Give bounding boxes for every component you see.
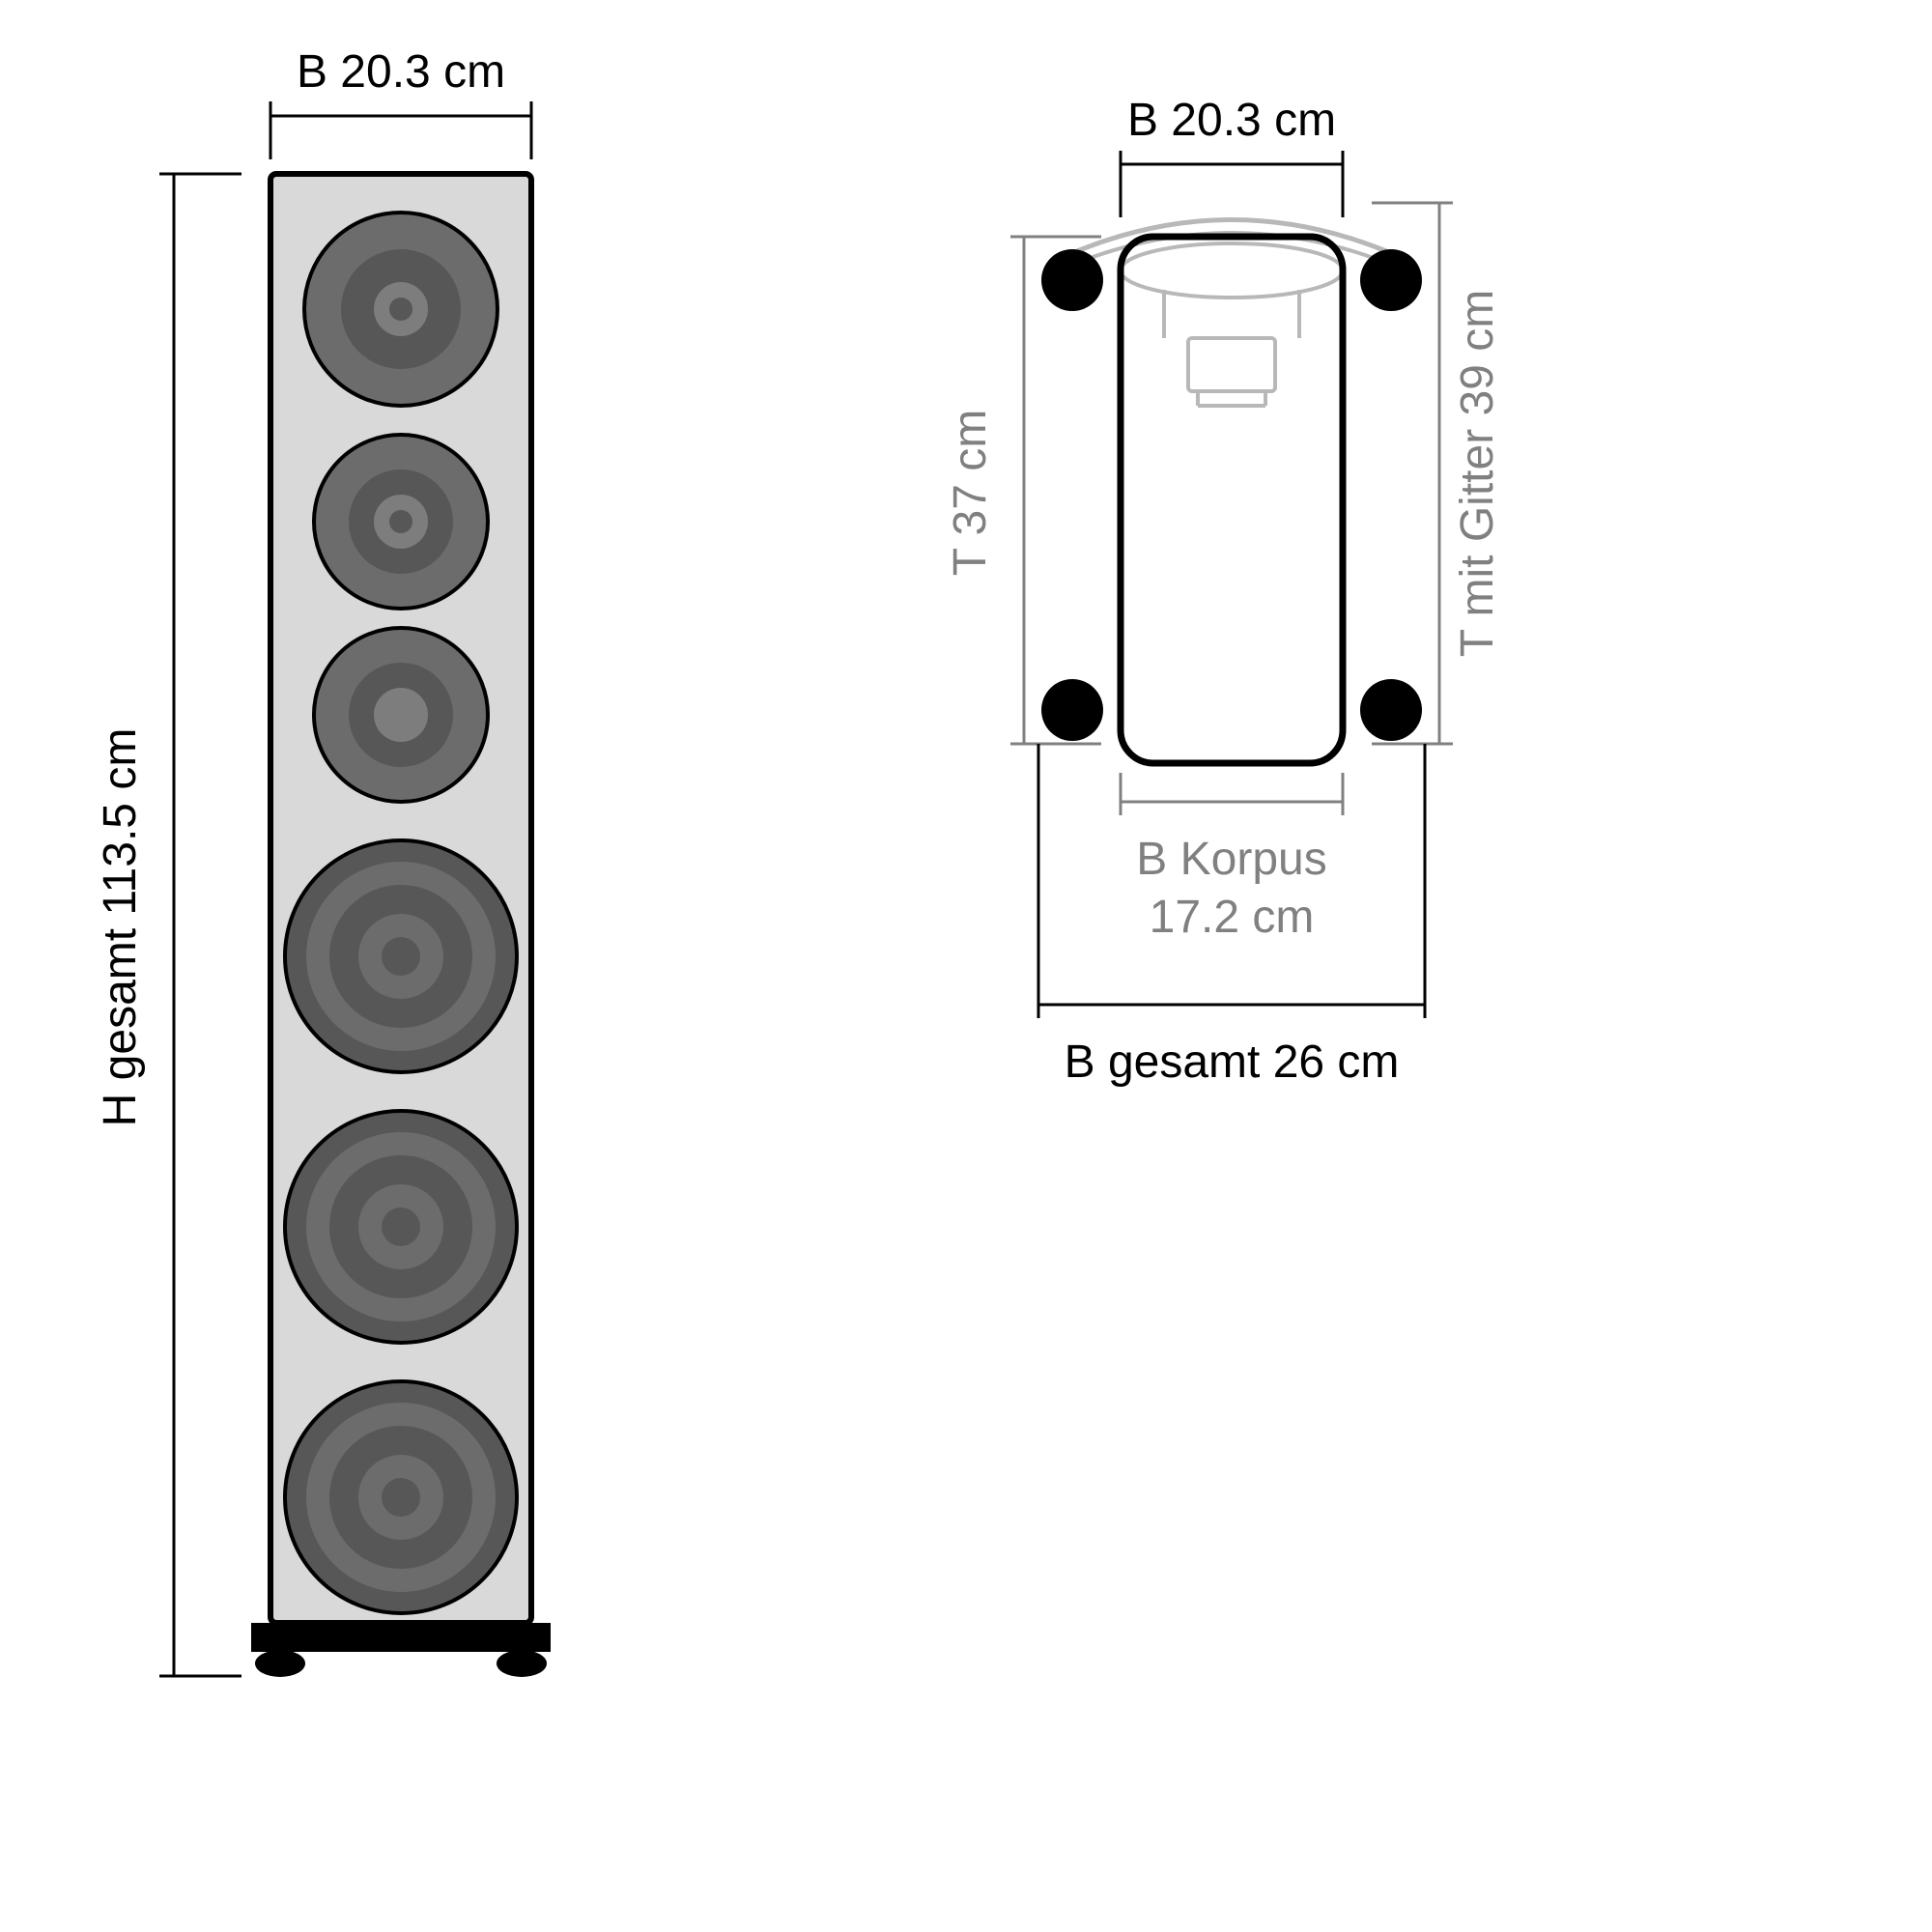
dim-front-height-label: H gesamt 113.5 cm: [95, 728, 146, 1127]
dim-top-body-width: [1121, 773, 1343, 815]
driver-2: [314, 435, 488, 609]
front-foot-left: [255, 1650, 305, 1677]
dim-top-depth-grille-label: T mit Gitter 39 cm: [1452, 290, 1503, 658]
dim-front-width-label: B 20.3 cm: [297, 46, 505, 98]
top-foot-rl: [1041, 679, 1103, 741]
dimension-diagram: B 20.3 cm H gesamt 113.5 cm: [0, 0, 1932, 1932]
dim-front-height: [159, 174, 242, 1676]
driver-6: [285, 1381, 517, 1613]
driver-5: [285, 1111, 517, 1343]
driver-3: [314, 628, 488, 802]
dim-top-depth: [1010, 237, 1101, 744]
dim-top-width-label: B 20.3 cm: [1127, 95, 1336, 146]
top-foot-fr: [1360, 249, 1422, 311]
front-view: B 20.3 cm H gesamt 113.5 cm: [95, 46, 551, 1677]
driver-4: [285, 840, 517, 1072]
driver-1: [304, 213, 497, 406]
dim-top-body-width-label-2: 17.2 cm: [1150, 892, 1315, 943]
dim-top-body-width-label-1: B Korpus: [1136, 834, 1326, 885]
front-foot-right: [497, 1650, 547, 1677]
dim-top-depth-label: T 37 cm: [945, 410, 996, 577]
dim-top-width: [1121, 151, 1343, 217]
dim-front-width: [270, 101, 531, 159]
front-base: [251, 1623, 551, 1652]
top-body: [1121, 237, 1343, 763]
top-foot-fl: [1041, 249, 1103, 311]
top-view: B 20.3 cm T 37 cm T mit Gitter 39 cm B K…: [945, 95, 1503, 1088]
top-driver-outline: [1121, 243, 1343, 406]
dim-top-total-width-label: B gesamt 26 cm: [1065, 1037, 1400, 1088]
top-foot-rr: [1360, 679, 1422, 741]
